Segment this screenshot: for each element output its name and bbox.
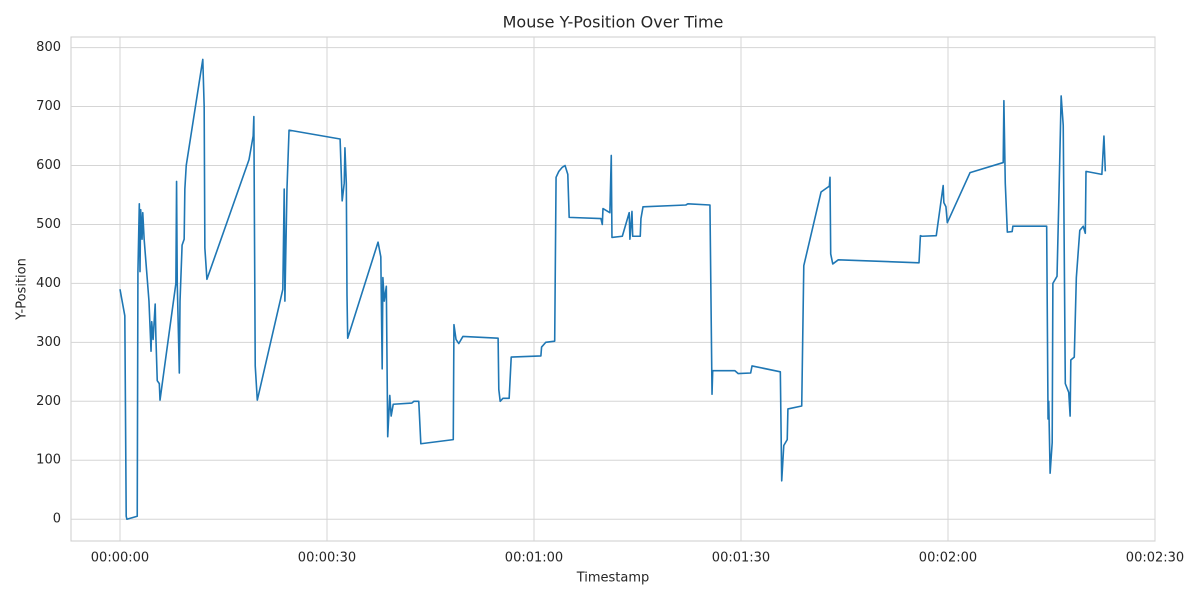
x-tick-label: 00:02:00 xyxy=(919,551,977,566)
x-tick-label: 00:02:30 xyxy=(1126,551,1184,566)
plot-area xyxy=(70,36,1156,542)
y-tick-label: 300 xyxy=(36,335,61,350)
y-tick-label: 700 xyxy=(36,99,61,114)
y-tick-label: 400 xyxy=(36,276,61,291)
x-axis-label: Timestamp xyxy=(576,571,650,586)
data-line xyxy=(119,58,1107,520)
y-tick-label: 800 xyxy=(36,40,61,55)
y-tick-label: 500 xyxy=(36,217,61,232)
x-tick-label: 00:00:00 xyxy=(91,551,149,566)
x-tick-label: 00:00:30 xyxy=(298,551,356,566)
y-tick-label: 200 xyxy=(36,394,61,409)
y-axis-label: Y-Position xyxy=(15,258,30,321)
chart-title: Mouse Y-Position Over Time xyxy=(503,13,724,32)
x-tick-label: 00:01:30 xyxy=(712,551,770,566)
y-tick-label: 100 xyxy=(36,453,61,468)
x-tick-label: 00:01:00 xyxy=(505,551,563,566)
y-tick-label: 0 xyxy=(53,512,61,527)
y-tick-label: 600 xyxy=(36,158,61,173)
